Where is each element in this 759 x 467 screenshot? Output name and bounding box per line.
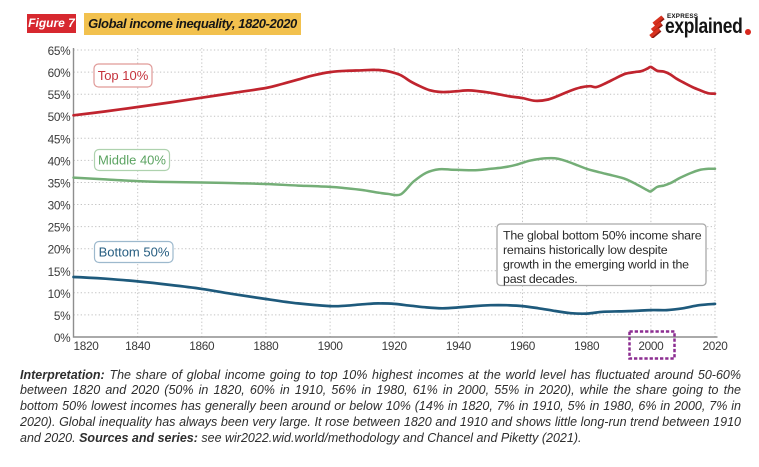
svg-text:10%: 10%	[48, 287, 72, 301]
svg-text:1820: 1820	[73, 339, 99, 353]
svg-text:2020: 2020	[702, 339, 728, 353]
svg-text:1860: 1860	[189, 339, 215, 353]
svg-text:5%: 5%	[54, 309, 71, 323]
svg-text:past decades.: past decades.	[503, 272, 578, 286]
svg-text:The global bottom 50% income s: The global bottom 50% income share	[503, 229, 702, 243]
svg-text:20%: 20%	[48, 243, 72, 257]
svg-text:Top 10%: Top 10%	[98, 68, 149, 83]
svg-text:1920: 1920	[382, 339, 408, 353]
svg-text:15%: 15%	[48, 265, 72, 279]
svg-text:50%: 50%	[48, 110, 72, 124]
svg-text:Middle 40%: Middle 40%	[98, 153, 166, 168]
svg-text:40%: 40%	[48, 154, 72, 168]
svg-text:remains historically low despi: remains historically low despite	[503, 243, 668, 257]
svg-text:1840: 1840	[125, 339, 151, 353]
svg-text:55%: 55%	[48, 88, 72, 102]
svg-text:30%: 30%	[48, 199, 72, 213]
svg-text:1980: 1980	[574, 339, 600, 353]
svg-text:60%: 60%	[48, 66, 72, 80]
svg-text:25%: 25%	[48, 221, 72, 235]
svg-text:1940: 1940	[446, 339, 472, 353]
svg-text:1960: 1960	[510, 339, 536, 353]
svg-text:0%: 0%	[54, 331, 71, 345]
svg-text:growth in the emerging world i: growth in the emerging world in the	[503, 258, 689, 272]
svg-text:2000: 2000	[638, 339, 664, 353]
svg-text:1900: 1900	[318, 339, 344, 353]
svg-text:35%: 35%	[48, 177, 72, 191]
svg-text:1880: 1880	[253, 339, 279, 353]
svg-text:65%: 65%	[48, 44, 72, 58]
svg-text:45%: 45%	[48, 132, 72, 146]
svg-text:Bottom 50%: Bottom 50%	[99, 245, 170, 260]
